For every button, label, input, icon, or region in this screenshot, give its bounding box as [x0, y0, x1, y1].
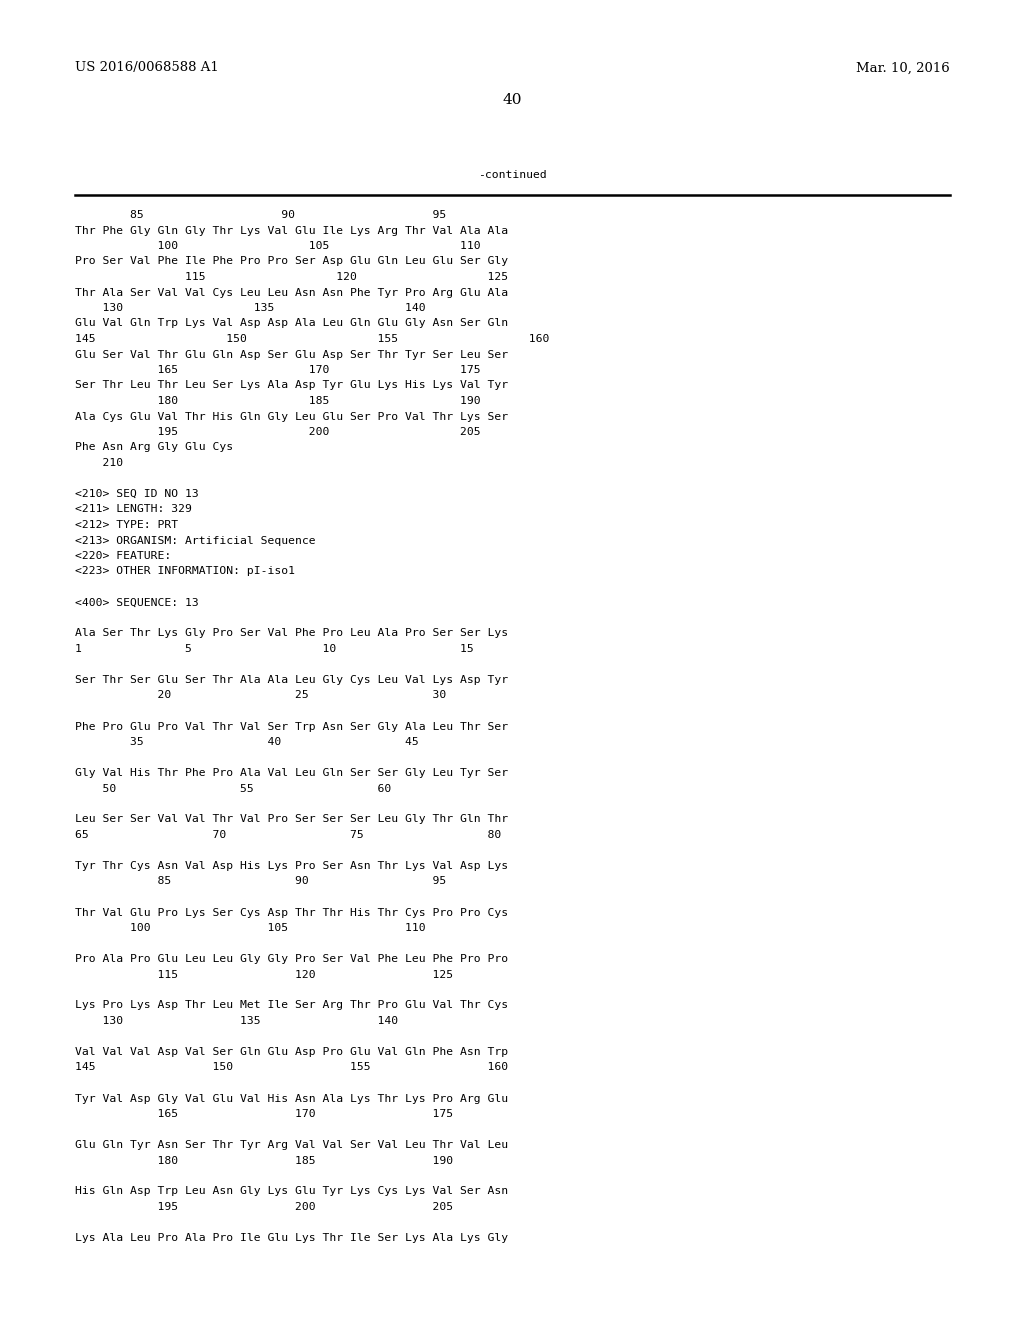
Text: Ala Ser Thr Lys Gly Pro Ser Val Phe Pro Leu Ala Pro Ser Ser Lys: Ala Ser Thr Lys Gly Pro Ser Val Phe Pro … — [75, 628, 508, 639]
Text: <211> LENGTH: 329: <211> LENGTH: 329 — [75, 504, 191, 515]
Text: Glu Ser Val Thr Glu Gln Asp Ser Glu Asp Ser Thr Tyr Ser Leu Ser: Glu Ser Val Thr Glu Gln Asp Ser Glu Asp … — [75, 350, 508, 359]
Text: <213> ORGANISM: Artificial Sequence: <213> ORGANISM: Artificial Sequence — [75, 536, 315, 545]
Text: <400> SEQUENCE: 13: <400> SEQUENCE: 13 — [75, 598, 199, 607]
Text: 85                    90                    95: 85 90 95 — [75, 210, 446, 220]
Text: 50                  55                  60: 50 55 60 — [75, 784, 391, 793]
Text: 180                 185                 190: 180 185 190 — [75, 1155, 454, 1166]
Text: 130                 135                 140: 130 135 140 — [75, 1016, 398, 1026]
Text: Glu Val Gln Trp Lys Val Asp Asp Ala Leu Gln Glu Gly Asn Ser Gln: Glu Val Gln Trp Lys Val Asp Asp Ala Leu … — [75, 318, 508, 329]
Text: His Gln Asp Trp Leu Asn Gly Lys Glu Tyr Lys Cys Lys Val Ser Asn: His Gln Asp Trp Leu Asn Gly Lys Glu Tyr … — [75, 1187, 508, 1196]
Text: Leu Ser Ser Val Val Thr Val Pro Ser Ser Ser Leu Gly Thr Gln Thr: Leu Ser Ser Val Val Thr Val Pro Ser Ser … — [75, 814, 508, 825]
Text: Ser Thr Ser Glu Ser Thr Ala Ala Leu Gly Cys Leu Val Lys Asp Tyr: Ser Thr Ser Glu Ser Thr Ala Ala Leu Gly … — [75, 675, 508, 685]
Text: Ala Cys Glu Val Thr His Gln Gly Leu Glu Ser Pro Val Thr Lys Ser: Ala Cys Glu Val Thr His Gln Gly Leu Glu … — [75, 412, 508, 421]
Text: 20                  25                  30: 20 25 30 — [75, 690, 446, 701]
Text: US 2016/0068588 A1: US 2016/0068588 A1 — [75, 62, 219, 74]
Text: Lys Ala Leu Pro Ala Pro Ile Glu Lys Thr Ile Ser Lys Ala Lys Gly: Lys Ala Leu Pro Ala Pro Ile Glu Lys Thr … — [75, 1233, 508, 1243]
Text: Glu Gln Tyr Asn Ser Thr Tyr Arg Val Val Ser Val Leu Thr Val Leu: Glu Gln Tyr Asn Ser Thr Tyr Arg Val Val … — [75, 1140, 508, 1150]
Text: -continued: -continued — [477, 170, 547, 180]
Text: 1               5                   10                  15: 1 5 10 15 — [75, 644, 474, 653]
Text: Tyr Val Asp Gly Val Glu Val His Asn Ala Lys Thr Lys Pro Arg Glu: Tyr Val Asp Gly Val Glu Val His Asn Ala … — [75, 1093, 508, 1104]
Text: 145                   150                   155                   160: 145 150 155 160 — [75, 334, 549, 345]
Text: 40: 40 — [502, 92, 522, 107]
Text: 35                  40                  45: 35 40 45 — [75, 737, 419, 747]
Text: 130                   135                   140: 130 135 140 — [75, 304, 426, 313]
Text: Mar. 10, 2016: Mar. 10, 2016 — [856, 62, 950, 74]
Text: 65                  70                  75                  80: 65 70 75 80 — [75, 830, 502, 840]
Text: Thr Ala Ser Val Val Cys Leu Leu Asn Asn Phe Tyr Pro Arg Glu Ala: Thr Ala Ser Val Val Cys Leu Leu Asn Asn … — [75, 288, 508, 297]
Text: Thr Phe Gly Gln Gly Thr Lys Val Glu Ile Lys Arg Thr Val Ala Ala: Thr Phe Gly Gln Gly Thr Lys Val Glu Ile … — [75, 226, 508, 235]
Text: 165                 170                 175: 165 170 175 — [75, 1109, 454, 1119]
Text: 145                 150                 155                 160: 145 150 155 160 — [75, 1063, 508, 1072]
Text: Gly Val His Thr Phe Pro Ala Val Leu Gln Ser Ser Gly Leu Tyr Ser: Gly Val His Thr Phe Pro Ala Val Leu Gln … — [75, 768, 508, 777]
Text: 165                   170                   175: 165 170 175 — [75, 366, 480, 375]
Text: Lys Pro Lys Asp Thr Leu Met Ile Ser Arg Thr Pro Glu Val Thr Cys: Lys Pro Lys Asp Thr Leu Met Ile Ser Arg … — [75, 1001, 508, 1011]
Text: Val Val Val Asp Val Ser Gln Glu Asp Pro Glu Val Gln Phe Asn Trp: Val Val Val Asp Val Ser Gln Glu Asp Pro … — [75, 1047, 508, 1057]
Text: 115                   120                   125: 115 120 125 — [75, 272, 508, 282]
Text: 85                  90                  95: 85 90 95 — [75, 876, 446, 887]
Text: Phe Pro Glu Pro Val Thr Val Ser Trp Asn Ser Gly Ala Leu Thr Ser: Phe Pro Glu Pro Val Thr Val Ser Trp Asn … — [75, 722, 508, 731]
Text: Pro Ser Val Phe Ile Phe Pro Pro Ser Asp Glu Gln Leu Glu Ser Gly: Pro Ser Val Phe Ile Phe Pro Pro Ser Asp … — [75, 256, 508, 267]
Text: 100                   105                   110: 100 105 110 — [75, 242, 480, 251]
Text: 195                 200                 205: 195 200 205 — [75, 1203, 454, 1212]
Text: Phe Asn Arg Gly Glu Cys: Phe Asn Arg Gly Glu Cys — [75, 442, 233, 453]
Text: Pro Ala Pro Glu Leu Leu Gly Gly Pro Ser Val Phe Leu Phe Pro Pro: Pro Ala Pro Glu Leu Leu Gly Gly Pro Ser … — [75, 954, 508, 964]
Text: <212> TYPE: PRT: <212> TYPE: PRT — [75, 520, 178, 531]
Text: Tyr Thr Cys Asn Val Asp His Lys Pro Ser Asn Thr Lys Val Asp Lys: Tyr Thr Cys Asn Val Asp His Lys Pro Ser … — [75, 861, 508, 871]
Text: <220> FEATURE:: <220> FEATURE: — [75, 550, 171, 561]
Text: 115                 120                 125: 115 120 125 — [75, 969, 454, 979]
Text: <210> SEQ ID NO 13: <210> SEQ ID NO 13 — [75, 488, 199, 499]
Text: 195                   200                   205: 195 200 205 — [75, 426, 480, 437]
Text: 210: 210 — [75, 458, 123, 469]
Text: Thr Val Glu Pro Lys Ser Cys Asp Thr Thr His Thr Cys Pro Pro Cys: Thr Val Glu Pro Lys Ser Cys Asp Thr Thr … — [75, 908, 508, 917]
Text: 100                 105                 110: 100 105 110 — [75, 923, 426, 933]
Text: Ser Thr Leu Thr Leu Ser Lys Ala Asp Tyr Glu Lys His Lys Val Tyr: Ser Thr Leu Thr Leu Ser Lys Ala Asp Tyr … — [75, 380, 508, 391]
Text: <223> OTHER INFORMATION: pI-iso1: <223> OTHER INFORMATION: pI-iso1 — [75, 566, 295, 577]
Text: 180                   185                   190: 180 185 190 — [75, 396, 480, 407]
